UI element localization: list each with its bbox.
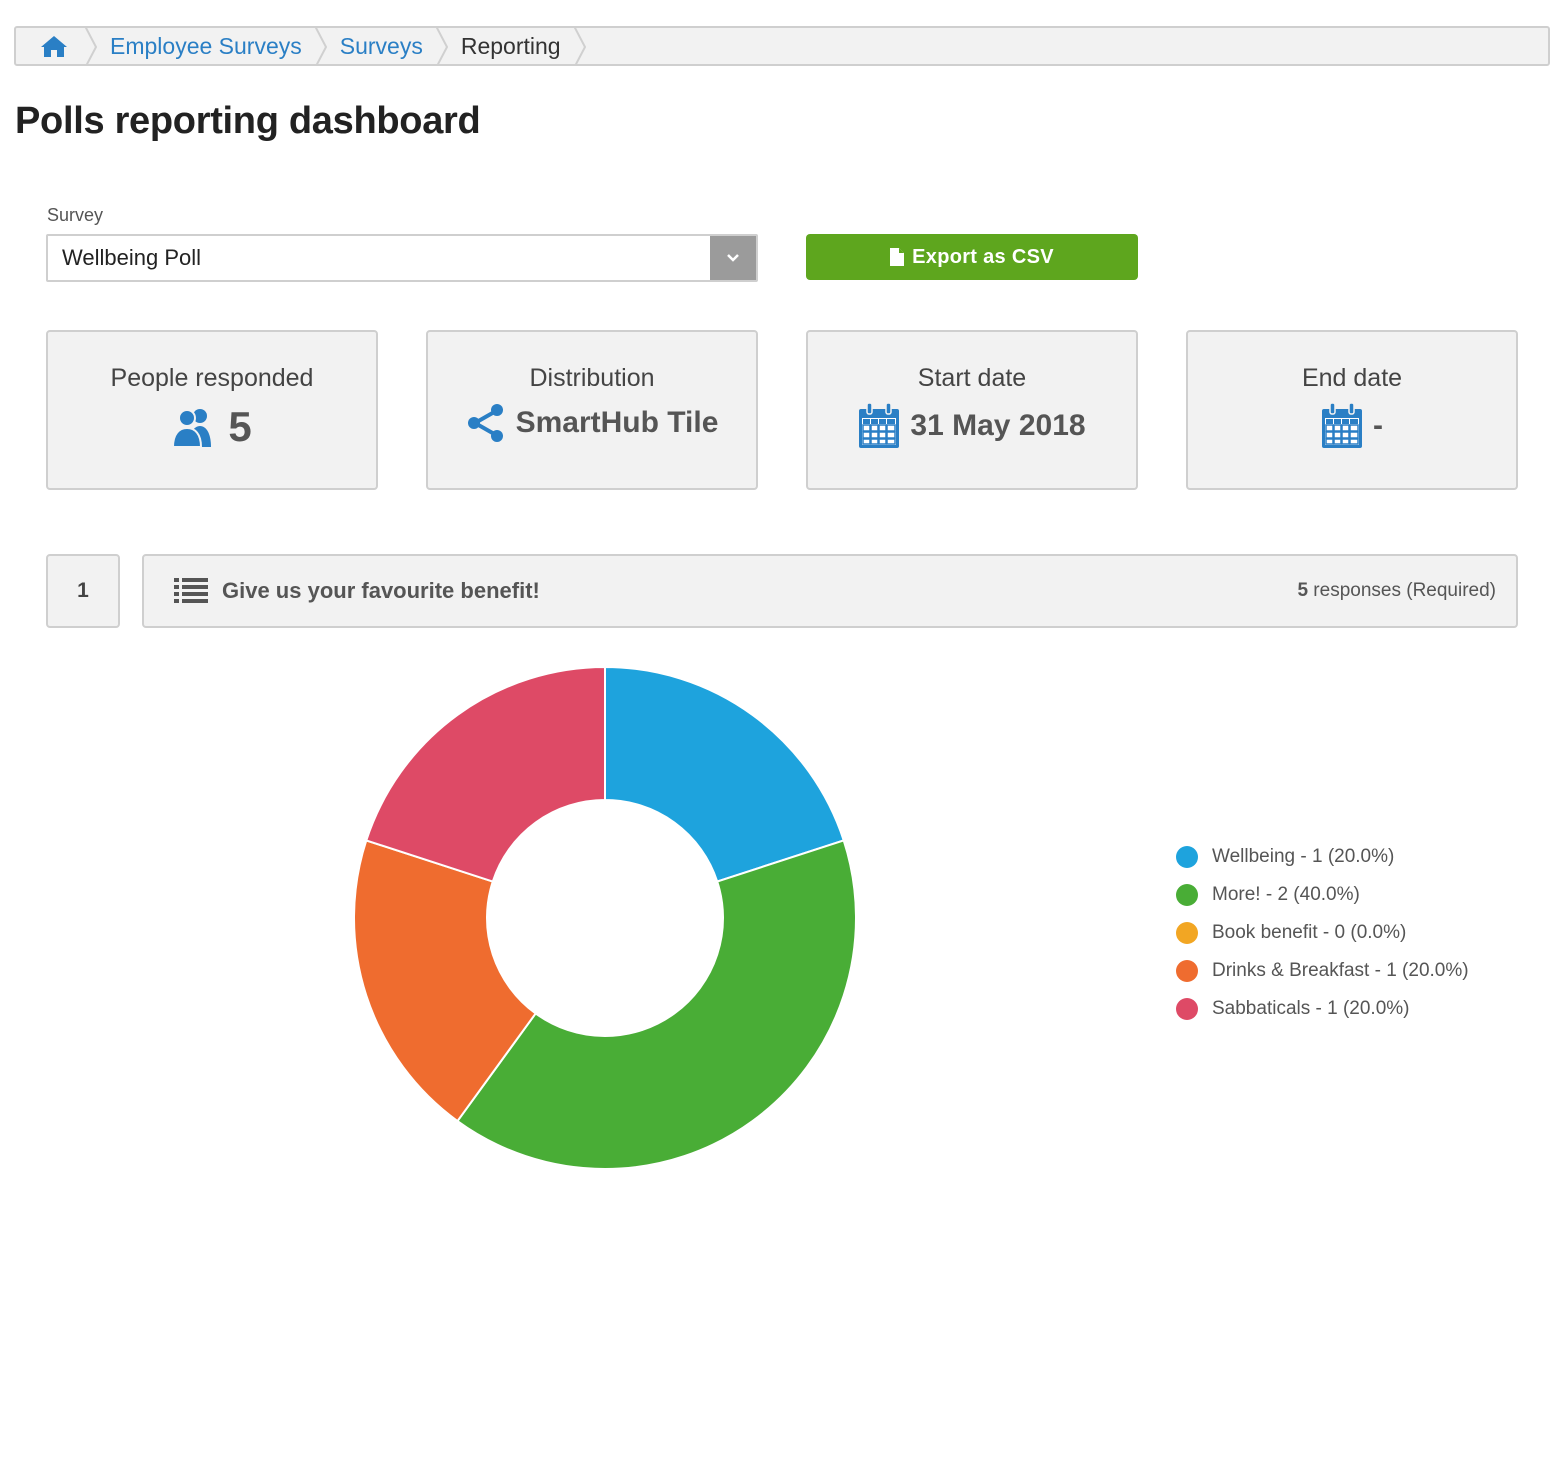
- breadcrumb-separator: [573, 28, 586, 64]
- breadcrumb-item-employee-surveys[interactable]: Employee Surveys: [90, 28, 327, 64]
- donut-slice-more[interactable]: [456, 839, 857, 1170]
- legend-label: Book benefit - 0 (0.0%): [1212, 922, 1407, 943]
- legend-item[interactable]: Wellbeing - 1 (20.0%): [1176, 838, 1469, 876]
- donut-slice-drinks-breakfast[interactable]: [353, 839, 538, 1123]
- legend-swatch: [1176, 998, 1198, 1020]
- survey-select-value: Wellbeing Poll: [62, 245, 202, 270]
- chart-legend: Wellbeing - 1 (20.0%) More! - 2 (40.0%) Bo…: [1176, 838, 1469, 1028]
- people-responded-label: People responded: [110, 364, 314, 392]
- legend-item[interactable]: Sabbaticals - 1 (20.0%): [1176, 990, 1469, 1028]
- distribution-card: Distribution SmartHub Tile: [426, 330, 758, 490]
- breadcrumb-separator: [84, 28, 98, 64]
- donut-chart: [353, 665, 857, 1170]
- page-title: Polls reporting dashboard: [15, 100, 481, 142]
- legend-item[interactable]: Drinks & Breakfast - 1 (20.0%): [1176, 952, 1469, 990]
- responses-count: 5: [1297, 580, 1309, 601]
- distribution-value: SmartHub Tile: [515, 406, 719, 439]
- file-icon: [890, 248, 905, 266]
- start-date-card: Start date 31 May 2018: [806, 330, 1138, 490]
- legend-swatch: [1176, 884, 1198, 906]
- legend-swatch: [1176, 846, 1198, 868]
- end-date-value: -: [1373, 409, 1383, 442]
- question-number: 1: [46, 554, 120, 628]
- select-arrow[interactable]: [710, 236, 756, 280]
- chevron-down-icon: [727, 254, 739, 262]
- donut-slice-sabbaticals[interactable]: [365, 665, 606, 883]
- survey-select[interactable]: Wellbeing Poll: [46, 234, 758, 282]
- breadcrumb-current-label: Reporting: [460, 32, 561, 59]
- start-date-value: 31 May 2018: [910, 409, 1086, 442]
- start-date-label: Start date: [917, 364, 1027, 392]
- distribution-label: Distribution: [529, 364, 655, 392]
- question-header[interactable]: Give us your favourite benefit! 5 respon…: [142, 554, 1518, 628]
- legend-label: More! - 2 (40.0%): [1212, 884, 1360, 905]
- home-icon: [41, 36, 67, 57]
- end-date-card: End date -: [1186, 330, 1518, 490]
- responses-suffix: responses (Required): [1313, 580, 1496, 601]
- breadcrumb-link[interactable]: Surveys: [339, 32, 423, 59]
- share-icon: [467, 404, 503, 442]
- question-responses: 5 responses (Required): [1297, 580, 1496, 602]
- end-date-label: End date: [1301, 364, 1403, 392]
- calendar-icon: [1322, 403, 1362, 448]
- legend-swatch: [1176, 922, 1198, 944]
- question-title: Give us your favourite benefit!: [222, 578, 540, 603]
- legend-label: Sabbaticals - 1 (20.0%): [1212, 998, 1410, 1019]
- legend-swatch: [1176, 960, 1198, 982]
- breadcrumb-separator: [314, 28, 327, 64]
- breadcrumb: Employee Surveys Surveys Reporting: [14, 26, 1550, 66]
- users-icon: [172, 409, 212, 447]
- legend-label: Drinks & Breakfast - 1 (20.0%): [1212, 960, 1469, 981]
- legend-label: Wellbeing - 1 (20.0%): [1212, 846, 1395, 867]
- list-icon: [174, 578, 208, 603]
- breadcrumb-home[interactable]: [16, 28, 98, 64]
- breadcrumb-current: Reporting: [441, 28, 586, 64]
- legend-item[interactable]: Book benefit - 0 (0.0%): [1176, 914, 1469, 952]
- breadcrumb-link[interactable]: Employee Surveys: [110, 32, 302, 59]
- calendar-icon: [859, 403, 900, 448]
- people-responded-card: People responded 5: [46, 330, 378, 490]
- export-csv-button[interactable]: Export as CSV: [806, 234, 1138, 280]
- people-responded-value: 5: [228, 403, 252, 450]
- legend-item[interactable]: More! - 2 (40.0%): [1176, 876, 1469, 914]
- survey-label: Survey: [47, 205, 104, 225]
- export-csv-label: Export as CSV: [912, 245, 1054, 268]
- donut-slice-wellbeing[interactable]: [604, 665, 845, 883]
- breadcrumb-item-surveys[interactable]: Surveys: [320, 28, 448, 64]
- breadcrumb-separator: [435, 28, 448, 64]
